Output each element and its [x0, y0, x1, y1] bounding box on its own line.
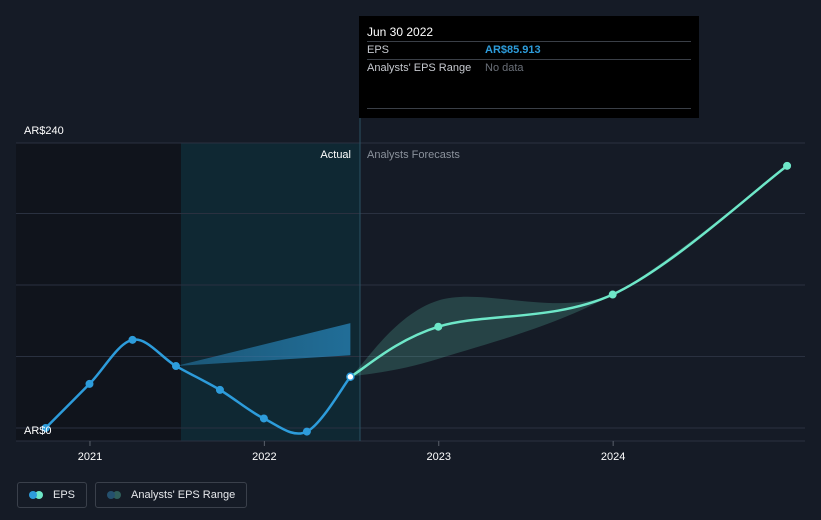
eps-legend-icon [29, 490, 45, 500]
legend-eps-label: EPS [53, 489, 76, 501]
series-points [41, 161, 792, 436]
tooltip-range-value: No data [485, 62, 524, 74]
forecast-point-1[interactable] [434, 322, 443, 331]
eps-point-0[interactable] [41, 424, 50, 432]
actual-label: Actual [320, 149, 351, 161]
forecast-point-2[interactable] [608, 290, 617, 299]
tooltip-eps-value: AR$85.913 [485, 44, 541, 56]
x-tick-label-3: 2024 [601, 451, 625, 463]
tooltip-date: Jun 30 2022 [367, 25, 434, 39]
eps-point-3[interactable] [171, 362, 180, 371]
forecast-label: Analysts Forecasts [367, 149, 460, 161]
tooltip-range-label: Analysts' EPS Range [367, 62, 472, 74]
eps-point-2[interactable] [128, 335, 137, 344]
tooltip-eps-row: EPS AR$85.913 [367, 41, 691, 59]
eps-point-5[interactable] [259, 414, 268, 423]
eps-point-1[interactable] [85, 379, 94, 388]
y-axis-label-min: AR$0 [24, 425, 52, 437]
legend: EPS Analysts' EPS Range [17, 482, 248, 508]
range-areas [45, 165, 788, 428]
past-shade [16, 143, 181, 441]
legend-range-button[interactable]: Analysts' EPS Range [95, 482, 248, 508]
forecast-point-3[interactable] [783, 161, 792, 170]
y-axis-label-max: AR$240 [24, 125, 64, 137]
gridlines [16, 142, 805, 442]
eps-point-7[interactable] [346, 372, 355, 382]
tooltip: Jun 30 2022 EPS AR$85.913 Analysts' EPS … [359, 16, 699, 118]
range-area-forecast [350, 165, 788, 377]
range-legend-icon [107, 490, 123, 500]
range-area-actual [45, 323, 351, 428]
eps-forecast-line [349, 164, 789, 379]
tooltip-eps-label: EPS [367, 44, 390, 56]
legend-range-label: Analysts' EPS Range [131, 489, 236, 501]
eps-point-4[interactable] [215, 385, 224, 394]
x-tick-label-1: 2022 [252, 451, 276, 463]
legend-eps-button[interactable]: EPS [17, 482, 88, 508]
tooltip-divider [367, 108, 691, 109]
eps-point-6[interactable] [302, 427, 311, 436]
tooltip-range-row: Analysts' EPS Range No data [367, 59, 691, 77]
x-tick-label-0: 2021 [78, 451, 102, 463]
x-tick-label-2: 2023 [427, 451, 451, 463]
x-axis: 2021 2022 2023 2024 [78, 441, 625, 463]
actual-highlight-band [181, 143, 360, 441]
